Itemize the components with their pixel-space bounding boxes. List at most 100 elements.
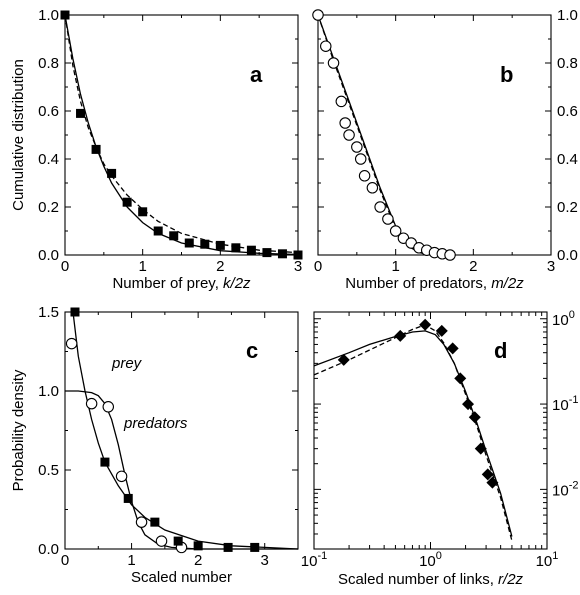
x-axis-label: Scaled number of links, r/2z xyxy=(338,571,524,588)
prey-square-marker xyxy=(215,240,225,250)
y-tick-label: 0.5 xyxy=(38,462,59,479)
predator-circle-marker xyxy=(339,117,351,129)
links-diamond-marker xyxy=(435,324,448,337)
prey-square-marker xyxy=(123,493,133,503)
x-axis-label: Number of prey, k/2z xyxy=(112,275,251,292)
prey-square-marker xyxy=(138,207,148,217)
y-axis-label: Probability density xyxy=(10,369,27,491)
y-tick-label: 1.0 xyxy=(557,7,578,24)
y-tick-label: 0.0 xyxy=(557,247,578,264)
predator-circle-marker xyxy=(389,225,402,237)
prey-square-marker xyxy=(223,542,233,552)
links-diamond-marker xyxy=(474,442,487,455)
y-tick-label: 1.0 xyxy=(38,383,59,400)
predator-circle-marker xyxy=(444,249,456,261)
prey-square-marker xyxy=(200,239,210,249)
x-tick-label: 0 xyxy=(61,552,69,569)
predators-annotation: predators xyxy=(123,415,188,432)
x-axis-label: Number of predators, m/2z xyxy=(345,275,524,292)
x-axis-label: Scaled number xyxy=(131,569,232,586)
panel-letter: c xyxy=(246,338,258,363)
x-tick-label: 10-1 xyxy=(301,550,327,570)
y-axis-label: Cumulative distribution xyxy=(10,59,27,211)
x-tick-label: 0 xyxy=(61,258,69,275)
prey-square-marker xyxy=(173,536,183,546)
y-tick-label: 0.4 xyxy=(38,151,59,168)
fit-dashed-line xyxy=(64,14,299,254)
predator-circle-marker xyxy=(374,201,386,213)
x-tick-label: 3 xyxy=(547,258,555,275)
fit-dashed-line xyxy=(313,324,513,541)
prey-square-marker xyxy=(277,249,287,259)
y-tick-label: 0.2 xyxy=(38,199,59,216)
x-tick-label: 3 xyxy=(261,552,269,569)
prey-square-marker xyxy=(193,541,203,551)
y-tick-label: 0.6 xyxy=(38,103,59,120)
panel-c: 0 1 2 3 0.0 0.5 1.0 1.5 Scaled number Probability… xyxy=(10,304,299,586)
y-tick-label: 10-2 xyxy=(552,479,578,499)
predator-circle-marker xyxy=(115,470,128,483)
prey-square-marker xyxy=(262,248,272,258)
panel-b: 0 1 2 30.0 0.2 0.4 0.6 0.8 1.0 Number of predator… xyxy=(312,7,578,292)
plot-frame xyxy=(64,14,299,256)
predator-circle-marker xyxy=(358,170,371,182)
y-tick-label: 0.8 xyxy=(38,55,59,72)
x-tick-label: 101 xyxy=(536,550,559,570)
predator-circle-marker xyxy=(320,40,332,52)
panel-letter: b xyxy=(500,62,513,87)
predator-circle-marker xyxy=(102,401,115,413)
panel-letter: d xyxy=(494,338,507,363)
prey-square-marker xyxy=(60,10,70,20)
prey-square-marker xyxy=(250,542,260,552)
x-tick-label: 2 xyxy=(216,258,224,275)
predator-circle-marker xyxy=(85,397,98,410)
x-tick-label: 2 xyxy=(469,258,477,275)
prey-square-marker xyxy=(184,238,194,248)
predator-circle-marker xyxy=(135,516,148,528)
predator-circle-marker xyxy=(343,129,355,141)
prey-square-marker xyxy=(122,197,132,207)
links-diamond-marker xyxy=(394,329,407,342)
x-tick-label: 1 xyxy=(391,258,399,275)
prey-square-marker xyxy=(293,250,303,260)
predator-circle-marker xyxy=(327,57,340,69)
links-diamond-marker xyxy=(419,318,432,331)
y-tick-label: 0.6 xyxy=(557,103,578,120)
prey-square-marker xyxy=(100,457,110,467)
y-tick-label: 100 xyxy=(552,309,575,329)
fit-solid-line xyxy=(64,14,299,256)
links-diamond-marker xyxy=(337,353,350,366)
y-tick-label: 10-1 xyxy=(552,394,578,414)
prey-annotation: prey xyxy=(111,355,143,372)
panel-letter: a xyxy=(250,62,263,87)
predator-circle-marker xyxy=(354,153,367,165)
links-diamond-marker xyxy=(468,411,481,424)
x-tick-label: 100 xyxy=(419,550,442,570)
predator-circle-marker xyxy=(312,9,324,21)
y-tick-label: 0.0 xyxy=(38,541,59,558)
y-tick-label: 1.0 xyxy=(38,7,59,24)
y-tick-label: 0.2 xyxy=(557,199,578,216)
predator-circle-marker xyxy=(366,182,379,194)
predator-circle-marker xyxy=(382,213,394,225)
x-tick-label: 2 xyxy=(194,552,202,569)
plot-frame xyxy=(313,311,548,550)
prey-square-marker xyxy=(70,307,80,317)
prey-square-marker xyxy=(76,108,86,118)
links-diamond-marker xyxy=(486,476,499,489)
links-diamond-marker xyxy=(454,372,467,385)
predator-circle-marker xyxy=(155,535,168,547)
x-tick-label: 0 xyxy=(314,258,322,275)
prey-square-marker xyxy=(246,245,256,255)
x-tick-label: 1 xyxy=(138,258,146,275)
y-tick-label: 0.8 xyxy=(557,55,578,72)
prey-square-marker xyxy=(91,144,101,154)
y-tick-label: 0.4 xyxy=(557,151,578,168)
x-tick-label: 3 xyxy=(294,258,302,275)
predator-circle-marker xyxy=(351,141,363,153)
prey-square-marker xyxy=(169,231,179,241)
links-diamond-marker xyxy=(481,468,494,481)
y-tick-label: 0.0 xyxy=(38,247,59,264)
